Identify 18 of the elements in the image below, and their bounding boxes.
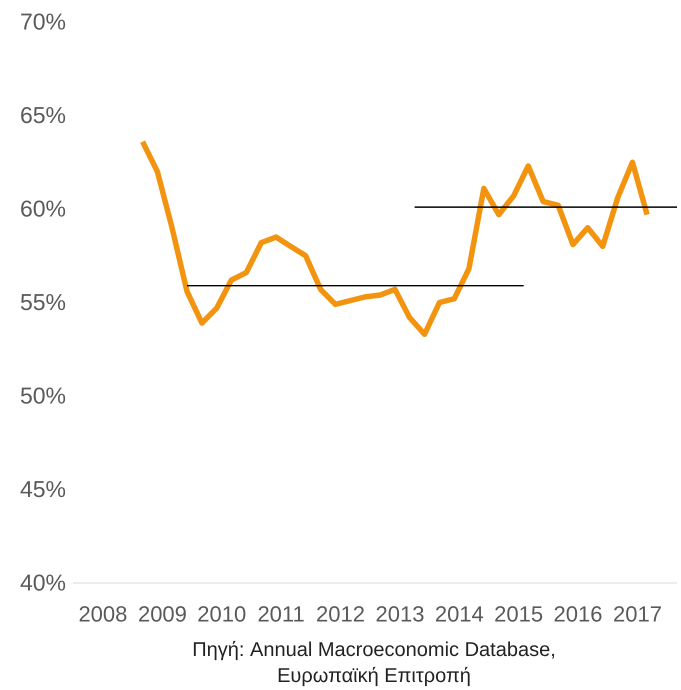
y-tick-label: 60% (20, 195, 66, 222)
y-tick-label: 65% (20, 102, 66, 128)
x-tick-label: 2012 (316, 602, 365, 627)
x-tick-label: 2014 (434, 602, 484, 627)
x-tick-label: 2013 (375, 602, 424, 627)
x-tick-label: 2010 (197, 602, 246, 627)
y-tick-label: 55% (20, 288, 66, 315)
x-tick-label: 2016 (554, 602, 602, 627)
y-tick-label: 40% (20, 569, 66, 596)
x-tick-label: 2008 (78, 602, 128, 627)
x-tick-label: 2009 (138, 602, 187, 627)
x-tick-label: 2015 (494, 602, 544, 627)
y-tick-label: 45% (20, 476, 66, 502)
text: Πηγή: Annual Macroeconomic Database, Ευρωπαϊκή Επιτροπή (192, 639, 556, 687)
y-tick-label: 50% (20, 382, 66, 408)
y-tick-label: 70% (20, 8, 66, 34)
x-tick-label: 2011 (257, 602, 305, 627)
x-tick-label: 2017 (613, 602, 662, 627)
